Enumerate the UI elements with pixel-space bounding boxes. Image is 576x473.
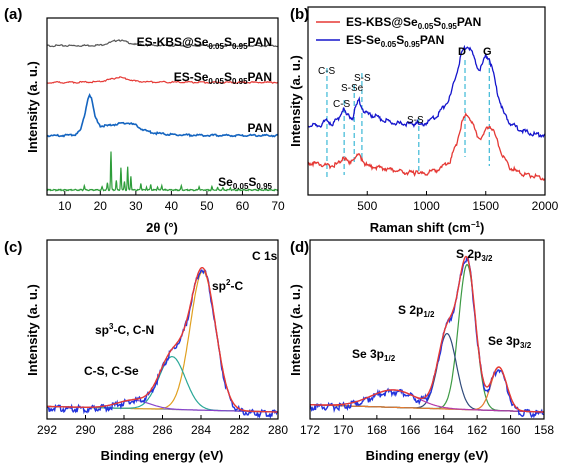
panel-a-x-tick-label: 60: [236, 199, 250, 213]
panel-b-series-line: [307, 112, 546, 182]
panel-a-ticks: 10 20 30 40 50 60 70: [58, 191, 285, 213]
panel-d-x-tick-label: 170: [333, 423, 353, 437]
panel-c-label-sp2: sp2-C: [212, 278, 243, 293]
panel-a-plot: [46, 39, 279, 192]
panel-b-annot-sse: S-Se: [341, 83, 364, 94]
panel-d-ylabel: Intensity (a. u.): [288, 284, 303, 376]
panel-d-x-tick-label: 158: [534, 423, 554, 437]
panel-d-letter: (d): [290, 239, 309, 256]
panel-d: (d) 172 170 168 166 164 162 160 158 Binding ene…: [288, 239, 554, 463]
panel-b-x-tick-label: 1000: [413, 199, 440, 213]
panel-a: (a) 10 20 30 40 50 60 70 2θ (°) Intensity (a. …: [4, 6, 285, 235]
panel-d-fit-line: [309, 255, 544, 413]
panel-a-series-line: [46, 93, 279, 138]
panel-d-frame: [309, 239, 545, 420]
panel-d-x-tick-label: 168: [367, 423, 387, 437]
panel-b-x-tick-label: 1500: [472, 199, 499, 213]
panel-c-x-tick-label: 286: [152, 423, 172, 437]
panel-b-xlabel: Raman shift (cm−1): [370, 220, 485, 235]
panel-a-label-es: ES-Se0.05S0.95PAN: [174, 70, 272, 86]
panel-a-series-line: [46, 76, 279, 84]
panel-c-label-cs: C-S, C-Se: [84, 364, 139, 378]
panel-d-label-s2p12: S 2p1/2: [398, 303, 435, 319]
panel-b: (b) 500 1000 1500 2000 Raman shift (cm−1) I…: [288, 6, 559, 235]
panel-a-x-tick-label: 10: [58, 199, 72, 213]
panel-b-annot-ss2: S-S: [407, 115, 424, 126]
panel-b-annot-d: D: [458, 46, 466, 58]
panel-d-x-tick-label: 164: [434, 423, 454, 437]
panel-d-x-tick-label: 166: [400, 423, 420, 437]
panel-a-series-line: [46, 151, 278, 192]
panel-c-title: C 1s: [252, 249, 278, 263]
panel-b-x-tick-label: 2000: [532, 199, 559, 213]
panel-b-annot-ss1: S-S: [354, 73, 371, 84]
panel-a-x-tick-label: 40: [165, 199, 179, 213]
panel-d-x-tick-label: 162: [467, 423, 487, 437]
panel-d-xlabel: Binding energy (eV): [366, 448, 489, 463]
panel-a-series-line: [46, 39, 279, 48]
panel-b-plot: [307, 44, 546, 182]
panel-d-plot: [309, 255, 545, 419]
panel-c-xlabel: Binding energy (eV): [101, 448, 224, 463]
panel-c-x-tick-label: 280: [268, 423, 288, 437]
panel-c-label-sp3: sp3-C, C-N: [95, 322, 154, 337]
panel-a-x-tick-label: 30: [129, 199, 143, 213]
panel-c-x-tick-label: 288: [114, 423, 134, 437]
panel-b-series-line: [307, 44, 546, 139]
panel-b-legend-es: ES-Se0.05S0.95PAN: [346, 33, 444, 49]
panel-a-label-pan: PAN: [248, 121, 272, 135]
panel-d-x-tick-label: 172: [300, 423, 320, 437]
panel-d-x-tick-label: 160: [501, 423, 521, 437]
panel-a-x-tick-label: 70: [271, 199, 285, 213]
panel-c-ticks: 292 290 288 286 284 282 280: [37, 415, 288, 437]
panel-a-xlabel: 2θ (°): [146, 220, 178, 235]
panel-b-letter: (b): [290, 6, 309, 23]
panel-d-label-se3p32: Se 3p3/2: [488, 334, 532, 350]
panel-c-fit-line: [46, 267, 278, 413]
panel-b-ticks: 500 1000 1500 2000: [357, 191, 559, 213]
panel-c-letter: (c): [4, 239, 22, 256]
panel-d-ticks: 172 170 168 166 164 162 160 158: [300, 415, 554, 437]
panel-a-x-tick-label: 50: [200, 199, 214, 213]
panel-a-frame: [46, 17, 279, 196]
panel-c-x-tick-label: 284: [191, 423, 211, 437]
panel-b-legend-kbs: ES-KBS@Se0.05S0.95PAN: [346, 15, 481, 31]
panel-a-letter: (a): [4, 6, 22, 23]
panel-a-x-tick-label: 20: [94, 199, 108, 213]
panel-c-ylabel: Intensity (a. u.): [25, 284, 40, 376]
panel-c: (c) 292 290 288 286 284 282 280 Binding energy…: [4, 239, 288, 463]
panel-c-plot: [46, 267, 278, 420]
panel-a-label-kbs: ES-KBS@Se0.05S0.95PAN: [137, 35, 272, 51]
panel-c-x-tick-label: 292: [37, 423, 57, 437]
panel-b-x-tick-label: 500: [357, 199, 377, 213]
panel-a-ylabel: Intensity (a. u.): [25, 61, 40, 153]
panel-c-x-tick-label: 290: [75, 423, 95, 437]
panel-d-label-se3p12: Se 3p1/2: [352, 347, 396, 363]
panel-b-annot-cs1: C-S: [318, 66, 336, 77]
panel-b-annot-g: G: [483, 46, 492, 58]
panel-c-x-tick-label: 282: [229, 423, 249, 437]
panel-b-ylabel: Intensity (a. u.): [288, 55, 303, 147]
panel-c-frame: [46, 239, 279, 420]
panel-a-label-ses: Se0.05S0.95: [218, 175, 272, 191]
panel-b-annot-cs2: C-S: [333, 99, 351, 110]
panel-d-label-s2p32: S 2p3/2: [456, 247, 493, 263]
